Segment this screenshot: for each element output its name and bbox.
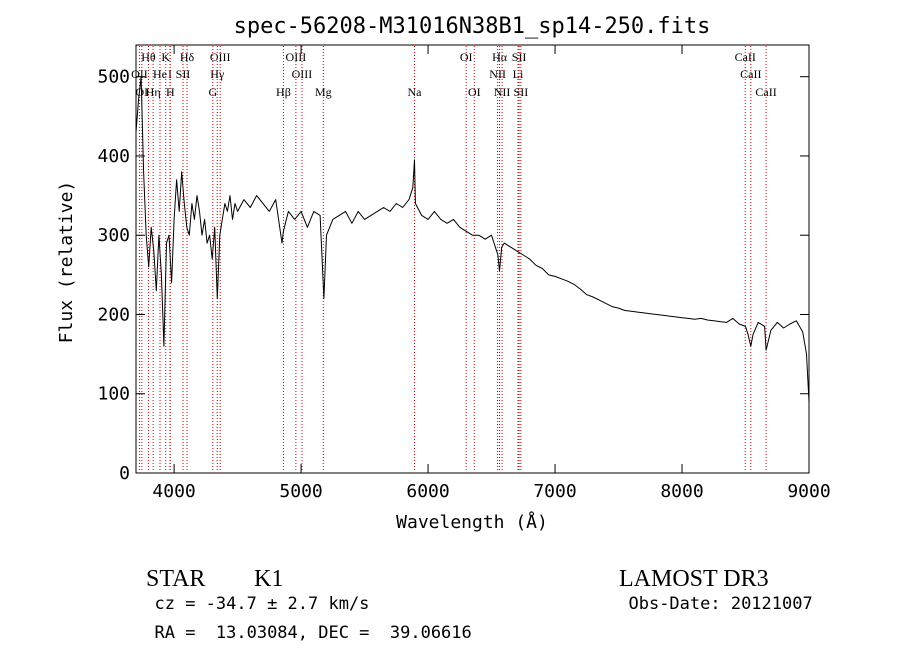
object-class: STAR: [146, 566, 206, 592]
redshift-velocity: cz = -34.7 ± 2.7 km/s: [154, 594, 370, 614]
x-tick-label: 6000: [406, 481, 449, 502]
marker-label: OIII: [286, 50, 307, 64]
plot-frame: [135, 44, 810, 474]
object-subclass: K1: [254, 566, 284, 592]
marker-label: SII: [514, 85, 529, 99]
y-tick-label: 300: [97, 225, 130, 246]
marker-label: NII: [494, 85, 511, 99]
y-tick-label: 100: [97, 384, 130, 405]
marker-label: Hη: [146, 85, 161, 99]
marker-label: Li: [513, 67, 524, 81]
emission-line-markers: HθKHδOIIIOIIIOIHαSIICaIIOIIHeISIIHγOIIIN…: [131, 46, 777, 472]
marker-label: SII: [512, 50, 527, 64]
x-tick-label: 5000: [279, 481, 322, 502]
marker-label: Mg: [315, 85, 332, 99]
marker-label: NII: [489, 67, 506, 81]
y-axis-label: Flux (relative): [56, 181, 77, 344]
x-tick-label: 9000: [787, 481, 830, 502]
marker-label: Hθ: [141, 50, 156, 64]
marker-label: Hδ: [180, 50, 195, 64]
chart-title: spec-56208-M31016N38B1_sp14-250.fits: [234, 14, 711, 39]
marker-label: Hγ: [210, 67, 225, 81]
marker-label: K: [161, 50, 170, 64]
y-tick-label: 400: [97, 146, 130, 167]
y-tick-label: 200: [97, 304, 130, 325]
observation-date: Obs-Date: 20121007: [628, 594, 813, 614]
marker-label: Hα: [492, 50, 508, 64]
marker-label: OI: [468, 85, 481, 99]
y-tick-label: 500: [97, 67, 130, 88]
x-tick-label: 7000: [533, 481, 576, 502]
spectrum-line: [135, 76, 810, 402]
marker-label: G: [208, 85, 217, 99]
marker-label: CaII: [735, 50, 756, 64]
marker-label: CaII: [755, 85, 776, 99]
spectrum-series: [135, 76, 810, 402]
marker-label: OII: [131, 67, 148, 81]
marker-label: CaII: [740, 67, 761, 81]
marker-label: Hβ: [276, 85, 291, 99]
y-tick-label: 0: [119, 463, 130, 484]
marker-label: He: [153, 67, 167, 81]
marker-label: OIII: [292, 67, 313, 81]
marker-label: SII: [176, 67, 191, 81]
marker-label: OI: [460, 50, 473, 64]
x-tick-label: 8000: [660, 481, 703, 502]
axes: 4000 5000 6000 7000 8000 9000 0 100 200 300 400 500: [97, 45, 831, 502]
survey-name: LAMOST DR3: [619, 566, 769, 592]
x-tick-label: 4000: [152, 481, 195, 502]
marker-label: Na: [407, 85, 422, 99]
ra-dec-coordinates: RA = 13.03084, DEC = 39.06616: [154, 623, 472, 643]
marker-label: OIII: [210, 50, 231, 64]
x-axis-label: Wavelength (Å): [396, 511, 548, 533]
marker-label: H: [166, 85, 175, 99]
